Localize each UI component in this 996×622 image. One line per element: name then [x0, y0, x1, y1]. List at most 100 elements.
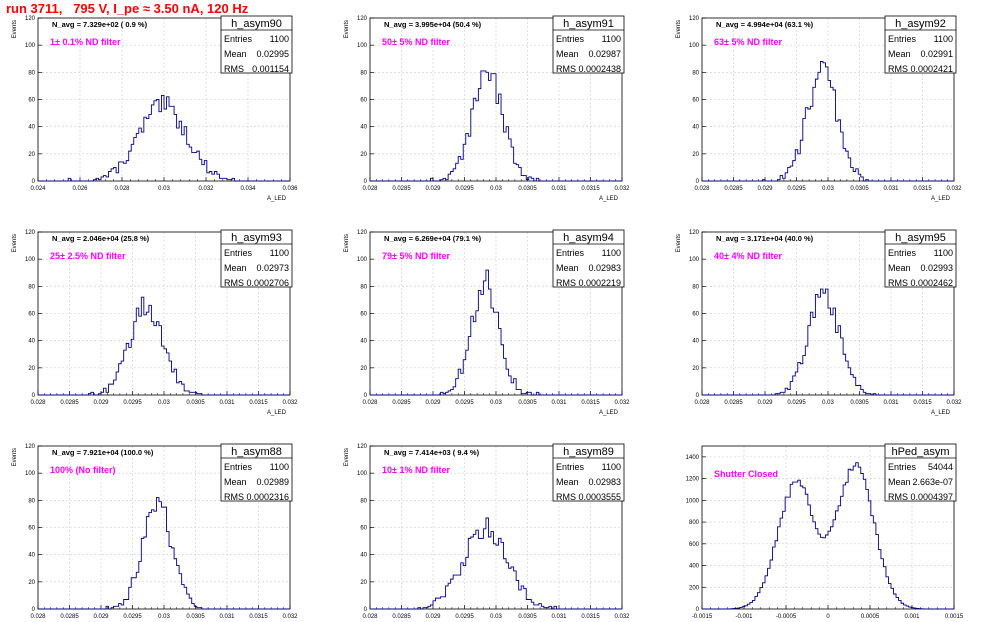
stats-value: 1100	[602, 34, 621, 44]
stats-box-frame	[884, 15, 957, 74]
y-tick-label: 60	[360, 526, 367, 532]
y-tick-label: 120	[25, 16, 36, 22]
stats-label: Mean	[224, 263, 247, 273]
stats-label: Entries	[556, 462, 585, 472]
y-tick-label: 40	[692, 339, 699, 345]
filter-label: 79± 5% ND filter	[382, 251, 450, 261]
x-tick-label: 0.0285	[724, 186, 743, 192]
y-tick-label: 120	[357, 230, 368, 236]
y-axis-title: Events	[344, 20, 350, 38]
stats-label: Entries	[556, 34, 585, 44]
histogram-panel-hPed_asym: -0.0015 -0.001 -0.0005 0 0.0005 0.001 0.0015 0 2…	[686, 443, 964, 620]
stats-box: h_asym95 Entries 1100 Mean 0.02993 RMS 0.00024…	[884, 229, 957, 288]
filter-label: 63± 5% ND filter	[714, 37, 782, 47]
x-tick-label: 0.0305	[850, 400, 869, 406]
y-tick-label: 0	[32, 607, 36, 613]
x-tick-label: 0.029	[425, 614, 441, 620]
stats-label: RMS	[888, 64, 908, 74]
stats-label: RMS	[556, 492, 576, 502]
x-tick-label: 0.03	[490, 186, 502, 192]
x-tick-label: 0.028	[362, 400, 378, 406]
filter-label: 10± 1% ND filter	[382, 465, 450, 475]
histogram-panel-h_asym89: 0.028 0.0285 0.029 0.0295 0.03 0.0305 0.031 0.0…	[344, 443, 630, 620]
stats-box-frame	[552, 443, 625, 502]
stats-label: Mean	[224, 477, 247, 487]
stats-value: 2.663e-07	[912, 477, 953, 487]
y-tick-label: 80	[28, 70, 35, 76]
y-tick-label: 20	[692, 152, 699, 158]
filter-label: 25± 2.5% ND filter	[50, 251, 126, 261]
stats-label: RMS	[224, 492, 244, 502]
y-tick-label: 100	[357, 471, 368, 477]
stats-box-title: h_asym90	[231, 18, 282, 30]
y-axis-title: Events	[676, 20, 682, 38]
y-tick-label: 0	[364, 179, 368, 185]
x-tick-label: 0.0315	[913, 186, 932, 192]
x-tick-label: 0.036	[282, 186, 298, 192]
x-tick-label: 0.03	[822, 186, 834, 192]
y-axis-title: Events	[12, 234, 18, 252]
y-tick-label: 0	[32, 179, 36, 185]
x-tick-label: 0.0305	[518, 186, 537, 192]
y-tick-label: 1400	[686, 455, 700, 461]
x-axis-title: A_LED	[599, 410, 619, 416]
histogram-panel-h_asym93: 0.028 0.0285 0.029 0.0295 0.03 0.0305 0.031 0.0…	[12, 229, 298, 416]
histogram-panel-h_asym95: 0.028 0.0285 0.029 0.0295 0.03 0.0305 0.031 0.0…	[676, 229, 962, 416]
x-tick-label: 0.028	[30, 400, 46, 406]
histogram-panel-h_asym92: 0.028 0.0285 0.029 0.0295 0.03 0.0305 0.031 0.0…	[676, 15, 962, 202]
histogram-line	[38, 296, 290, 396]
stats-box-title: h_asym89	[563, 446, 614, 458]
histogram-panel-h_asym94: 0.028 0.0285 0.029 0.0295 0.03 0.0305 0.031 0.0…	[344, 229, 630, 416]
page-title: run 3711, 795 V, I_pe ≈ 3.50 nA, 120 Hz	[6, 1, 249, 16]
n-avg-label: N_avg = 6.269e+04 (79.1 %)	[384, 234, 482, 243]
y-tick-label: 100	[25, 43, 36, 49]
stats-value: 0.02983	[588, 263, 621, 273]
stats-value: 0.0002462	[910, 278, 953, 288]
stats-value: 0.0004397	[910, 492, 953, 502]
x-tick-label: 0.0285	[392, 614, 411, 620]
y-tick-label: 20	[692, 366, 699, 372]
y-tick-label: 100	[689, 257, 700, 263]
y-tick-label: 20	[360, 366, 367, 372]
x-tick-label: -0.001	[735, 614, 753, 620]
stats-value: 0.001154	[252, 64, 289, 74]
stats-value: 0.02973	[256, 263, 289, 273]
stats-box-title: h_asym92	[895, 18, 946, 30]
y-tick-label: 0	[364, 607, 368, 613]
stats-box-frame	[220, 229, 293, 288]
y-tick-label: 100	[357, 43, 368, 49]
filter-label: Shutter Closed	[714, 469, 778, 479]
n-avg-label: N_avg = 3.171e+04 (40.0 %)	[716, 234, 814, 243]
x-tick-label: 0.032	[614, 400, 630, 406]
stats-box-frame	[552, 15, 625, 74]
y-tick-label: 20	[28, 152, 35, 158]
stats-value: 0.02989	[256, 477, 289, 487]
stats-label: Mean	[224, 49, 247, 59]
y-tick-label: 100	[689, 43, 700, 49]
x-tick-label: 0.03	[158, 614, 170, 620]
stats-box-title: h_asym88	[231, 446, 282, 458]
stats-box: h_asym92 Entries 1100 Mean 0.02991 RMS 0.00024…	[884, 15, 957, 74]
y-tick-label: 20	[28, 580, 35, 586]
x-tick-label: 0.0315	[581, 614, 600, 620]
stats-box: h_asym88 Entries 1100 Mean 0.02989 RMS 0.00023…	[220, 443, 293, 502]
x-tick-label: 0.0295	[455, 614, 474, 620]
stats-label: Entries	[888, 34, 917, 44]
y-tick-label: 60	[360, 98, 367, 104]
x-tick-label: 0.03	[490, 400, 502, 406]
x-axis-title: A_LED	[267, 196, 287, 202]
y-tick-label: 1000	[686, 498, 700, 504]
x-tick-label: 0.028	[362, 186, 378, 192]
stats-value: 0.02983	[588, 477, 621, 487]
y-tick-label: 200	[689, 585, 700, 591]
y-tick-label: 80	[28, 498, 35, 504]
filter-label: 50± 5% ND filter	[382, 37, 450, 47]
x-tick-label: 0.029	[93, 614, 109, 620]
y-axis-title: Events	[344, 448, 350, 466]
y-tick-label: 120	[357, 16, 368, 22]
stats-label: Mean	[556, 263, 579, 273]
x-tick-label: 0.028	[30, 614, 46, 620]
stats-value: 0.02995	[256, 49, 289, 59]
y-tick-label: 0	[696, 179, 700, 185]
y-tick-label: 40	[360, 339, 367, 345]
